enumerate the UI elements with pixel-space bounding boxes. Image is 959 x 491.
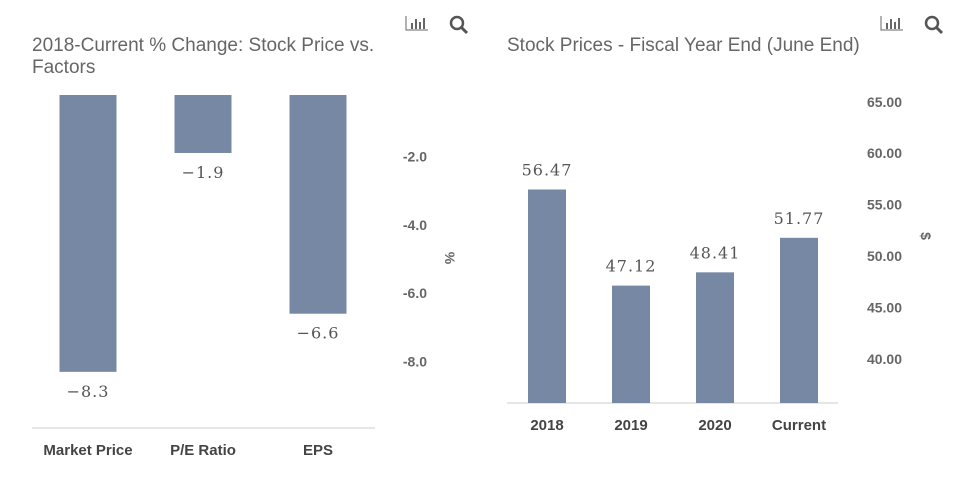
y-tick-label: 65.00: [867, 94, 902, 110]
bar-p-e-ratio: [174, 95, 232, 153]
y-tick-label: 50.00: [867, 248, 902, 264]
x-tick-label: EPS: [303, 442, 333, 459]
bar-current: [780, 237, 818, 403]
search-icon[interactable]: [923, 14, 945, 39]
x-tick-label: 2019: [614, 417, 647, 434]
y-tick-label: -4.0: [403, 217, 427, 233]
y-tick-label: 60.00: [867, 145, 902, 161]
x-tick-label: P/E Ratio: [170, 442, 236, 459]
y-axis-label: $: [918, 232, 934, 240]
data-label: 56.47: [522, 160, 573, 179]
y-tick-label: 40.00: [867, 351, 902, 367]
y-tick-label: -8.0: [403, 354, 427, 370]
y-tick-label: -6.0: [403, 285, 427, 301]
data-label: −6.6: [297, 324, 340, 343]
bar-chart-icon[interactable]: [879, 14, 905, 37]
x-tick-label: 2018: [530, 417, 563, 434]
y-tick-label: 45.00: [867, 299, 902, 315]
bar-chart-icon[interactable]: [404, 14, 430, 37]
x-tick-label: 2020: [698, 417, 731, 434]
data-label: 48.41: [690, 243, 741, 262]
bar-2018: [528, 189, 566, 403]
bar-2020: [696, 272, 734, 403]
x-tick-label: Current: [772, 417, 826, 434]
bar-2019: [612, 285, 650, 403]
chart1-title: 2018-Current % Change: Stock Price vs. F…: [32, 35, 375, 78]
bar-eps: [289, 95, 347, 314]
y-tick-label: 55.00: [867, 197, 902, 213]
chart2-title: Stock Prices - Fiscal Year End (June End…: [507, 35, 860, 56]
bar-market-price: [59, 95, 117, 372]
y-axis-label: %: [442, 252, 458, 265]
data-label: −8.3: [67, 382, 110, 401]
data-label: 51.77: [774, 209, 825, 228]
search-icon[interactable]: [448, 14, 470, 39]
data-label: −1.9: [182, 163, 225, 182]
y-tick-label: -2.0: [403, 148, 427, 164]
x-tick-label: Market Price: [43, 442, 132, 459]
data-label: 47.12: [606, 257, 657, 276]
